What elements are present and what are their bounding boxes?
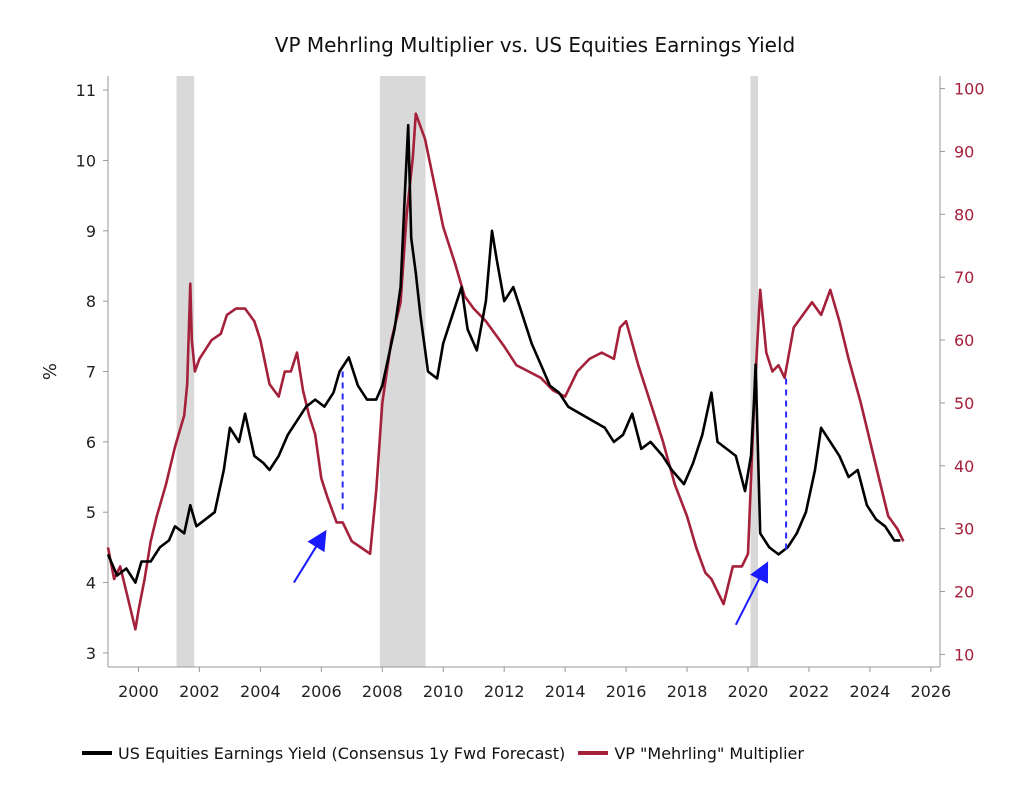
series-layer <box>106 112 905 631</box>
right-tick-label: 20 <box>954 583 974 602</box>
series-line-mehrling-multiplier <box>106 112 905 631</box>
right-tick-label: 80 <box>954 205 974 224</box>
legend-item-mehrling-multiplier: VP "Mehrling" Multiplier <box>578 744 804 763</box>
x-tick-label: 2018 <box>667 682 708 701</box>
arrow-0 <box>293 529 327 584</box>
right-tick-label: 40 <box>954 457 974 476</box>
ticks-layer: 3 4 5 6 7 8 9 10 11 10 20 30 40 50 60 70 80 90 100 2000 2002… <box>40 80 985 701</box>
y-axis-label: % <box>40 363 61 380</box>
x-tick-label: 2006 <box>301 682 342 701</box>
left-tick-label: 7 <box>86 363 96 382</box>
right-tick-label: 60 <box>954 331 974 350</box>
legend-item-earnings-yield: US Equities Earnings Yield (Consensus 1y… <box>82 744 565 763</box>
right-tick-label: 10 <box>954 645 974 664</box>
x-tick-label: 2022 <box>789 682 830 701</box>
chart-title: VP Mehrling Multiplier vs. US Equities E… <box>274 33 796 57</box>
legend-label-earnings-yield: US Equities Earnings Yield (Consensus 1y… <box>118 743 566 763</box>
x-tick-label: 2004 <box>240 682 281 701</box>
right-tick-label: 90 <box>954 142 974 161</box>
recession-band-0 <box>176 76 195 667</box>
left-tick-label: 10 <box>76 151 96 170</box>
right-tick-label: 70 <box>954 268 974 287</box>
right-tick-label: 30 <box>954 520 974 539</box>
x-tick-label: 2026 <box>910 682 951 701</box>
left-tick-label: 9 <box>86 222 96 241</box>
legend: US Equities Earnings Yield (Consensus 1y… <box>82 740 812 763</box>
left-tick-label: 11 <box>76 81 96 100</box>
left-tick-label: 4 <box>86 574 96 593</box>
legend-swatch-black <box>82 751 112 755</box>
right-tick-label: 50 <box>954 394 974 413</box>
x-tick-label: 2014 <box>545 682 586 701</box>
left-tick-label: 3 <box>86 644 96 663</box>
x-tick-label: 2002 <box>179 682 220 701</box>
x-tick-label: 2000 <box>118 682 159 701</box>
left-tick-label: 8 <box>86 292 96 311</box>
recession-shading-layer <box>176 76 759 667</box>
annotation-layer <box>293 371 788 626</box>
arrow-1 <box>734 561 769 626</box>
x-tick-label: 2008 <box>362 682 403 701</box>
x-tick-label: 2024 <box>850 682 891 701</box>
x-tick-label: 2012 <box>484 682 525 701</box>
left-tick-label: 5 <box>86 503 96 522</box>
x-tick-label: 2016 <box>606 682 647 701</box>
legend-swatch-red <box>578 751 609 755</box>
left-tick-label: 6 <box>86 433 96 452</box>
right-tick-label: 100 <box>954 80 985 99</box>
x-tick-label: 2010 <box>423 682 464 701</box>
axes-layer <box>107 76 941 668</box>
legend-label-mehrling-multiplier: VP "Mehrling" Multiplier <box>614 743 804 763</box>
series-line-earnings-yield <box>106 123 901 584</box>
x-tick-label: 2020 <box>728 682 769 701</box>
